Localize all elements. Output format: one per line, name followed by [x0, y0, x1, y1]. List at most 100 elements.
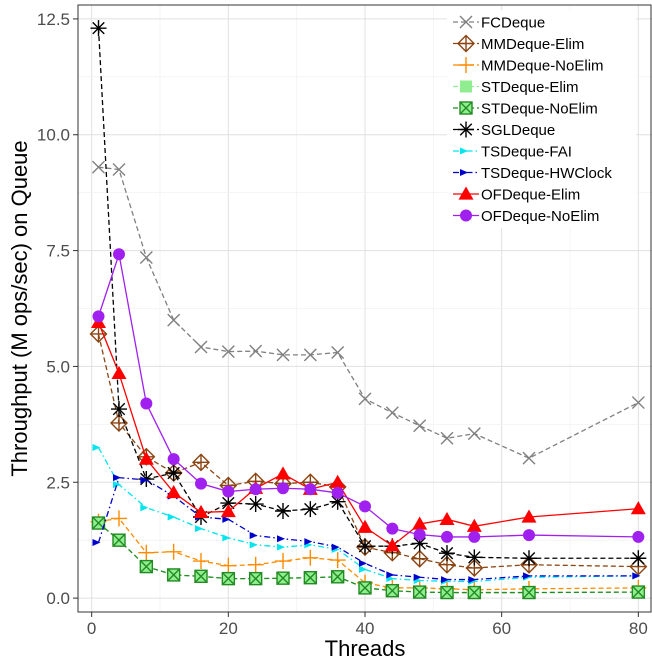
data-point	[220, 503, 236, 518]
data-point	[111, 510, 127, 527]
legend-marker	[458, 186, 474, 200]
data-point	[193, 553, 209, 570]
data-point	[412, 516, 428, 530]
legend-item: STDeque-Elim	[453, 79, 579, 96]
data-point	[466, 518, 482, 532]
legend-marker	[460, 80, 472, 93]
data-point	[113, 248, 125, 261]
data-point	[195, 525, 203, 533]
data-point	[521, 550, 537, 567]
data-point	[522, 451, 536, 465]
legend-item: MMDeque-NoElim	[453, 57, 604, 75]
data-point	[194, 340, 208, 354]
data-point	[91, 516, 106, 530]
legend-marker	[458, 121, 474, 138]
data-point	[194, 569, 208, 584]
data-point	[277, 535, 285, 543]
legend-label: SGLDeque	[481, 122, 555, 139]
data-point	[140, 476, 149, 484]
data-point	[249, 532, 258, 540]
legend-label: STDeque-NoElim	[481, 101, 598, 118]
data-point	[522, 585, 536, 600]
data-point	[139, 559, 154, 574]
data-point	[358, 392, 372, 406]
data-point	[632, 572, 641, 580]
data-point	[330, 474, 346, 488]
x-tick-label: 80	[629, 619, 648, 638]
marker-cross	[249, 572, 263, 586]
data-point	[386, 522, 399, 535]
marker-cross	[631, 585, 645, 599]
marker-cross	[167, 568, 181, 582]
legend-item: MMDeque-Elim	[453, 34, 584, 53]
data-point	[139, 251, 153, 265]
data-point	[303, 571, 318, 585]
legend-marker	[460, 169, 468, 176]
marker-cross	[413, 585, 427, 599]
data-point	[358, 581, 372, 595]
series-OFDeque-NoElim	[92, 248, 645, 543]
data-point	[112, 162, 126, 176]
data-point	[221, 571, 236, 586]
data-point	[631, 585, 646, 599]
data-point	[523, 529, 535, 542]
data-point	[138, 451, 154, 465]
marker-cross	[459, 101, 473, 115]
legend-label: OFDeque-Elim	[481, 187, 580, 204]
data-point	[248, 571, 263, 586]
data-point	[195, 477, 207, 490]
data-point	[275, 553, 291, 570]
data-point	[249, 483, 262, 496]
data-point	[384, 538, 400, 552]
legend-box	[447, 10, 636, 228]
data-point	[167, 453, 180, 466]
data-point	[275, 466, 291, 480]
data-point	[467, 585, 482, 600]
data-point	[630, 501, 646, 515]
data-point	[440, 585, 454, 600]
marker-cross	[303, 571, 317, 585]
data-point	[359, 500, 371, 513]
data-point	[302, 549, 319, 566]
data-point	[277, 543, 285, 551]
data-point	[412, 585, 427, 599]
data-point	[222, 534, 231, 542]
data-point	[632, 530, 645, 543]
data-point	[111, 401, 127, 418]
data-point	[303, 348, 317, 362]
data-point	[249, 344, 263, 358]
data-point	[247, 496, 264, 513]
legend-marker	[457, 34, 475, 53]
data-point	[439, 511, 455, 525]
legend-item: OFDeque-NoElim	[453, 208, 599, 225]
data-point	[304, 538, 313, 546]
axes: 0 20 40 60 80 0.0 2.5 5.0 7.5 10.0 12.5	[37, 10, 648, 638]
x-tick-label: 20	[219, 619, 238, 638]
marker-cross	[358, 581, 372, 595]
data-point	[630, 550, 647, 567]
legend-item: SGLDeque	[453, 121, 555, 139]
y-tick-label: 10.0	[37, 126, 70, 145]
data-point	[330, 570, 345, 584]
y-tick-label: 5.0	[46, 357, 70, 376]
data-point	[276, 571, 290, 585]
data-point	[247, 556, 264, 573]
data-point	[167, 313, 181, 327]
data-point	[138, 471, 155, 488]
series-FCDeque	[92, 160, 645, 465]
data-point	[467, 427, 481, 441]
data-point	[275, 502, 291, 519]
data-point	[249, 541, 258, 549]
series-line	[98, 517, 639, 591]
legend-marker	[458, 57, 474, 73]
y-tick-label: 0.0	[46, 589, 70, 608]
data-point	[359, 559, 367, 567]
data-point	[466, 549, 483, 566]
data-point	[140, 504, 149, 512]
series-SGLDeque	[90, 20, 647, 567]
data-point	[165, 464, 182, 481]
legend-label: OFDeque-NoElim	[481, 208, 599, 225]
legend-marker	[459, 101, 473, 115]
data-point	[192, 453, 210, 472]
series-line	[98, 522, 639, 594]
